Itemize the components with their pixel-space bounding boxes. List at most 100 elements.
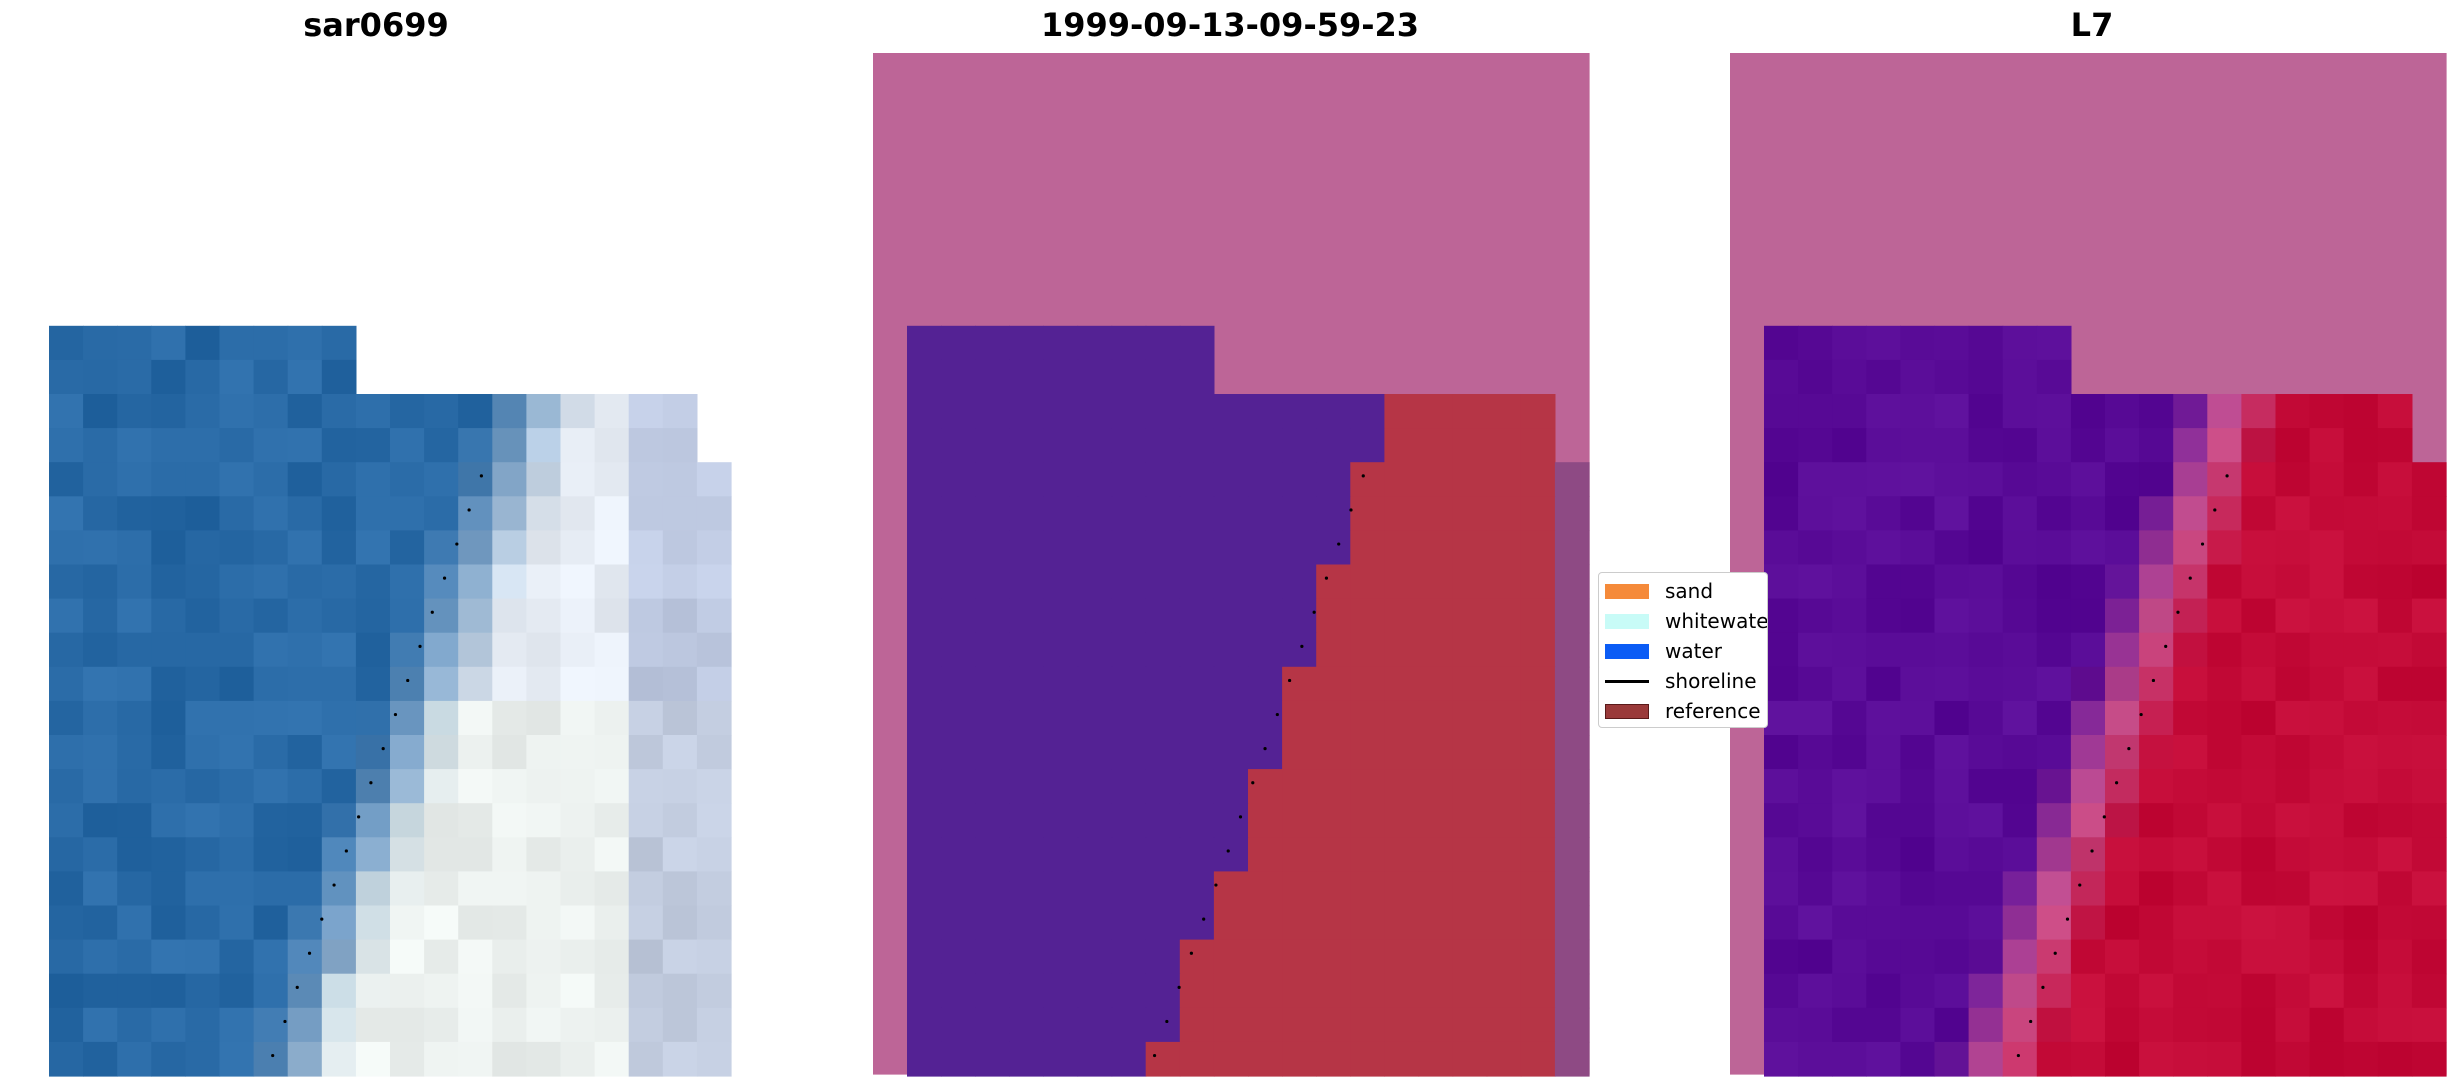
image-pixel bbox=[151, 496, 186, 531]
image-pixel bbox=[696, 803, 732, 838]
image-pixel bbox=[458, 462, 493, 497]
class-pixel bbox=[1418, 973, 1454, 1009]
image-pixel bbox=[321, 700, 357, 736]
image-pixel bbox=[321, 1007, 357, 1043]
class-pixel bbox=[1248, 837, 1283, 872]
class-pixel bbox=[1179, 1041, 1215, 1077]
class-pixel bbox=[1145, 359, 1181, 395]
class-pixel bbox=[1486, 496, 1522, 531]
probability-pixel bbox=[1798, 359, 1833, 395]
image-pixel bbox=[219, 871, 255, 907]
class-pixel bbox=[1520, 769, 1556, 804]
image-pixel bbox=[594, 496, 630, 531]
probability-pixel bbox=[2105, 462, 2140, 497]
class-pixel bbox=[1486, 394, 1522, 429]
probability-pixel bbox=[2173, 1041, 2208, 1077]
probability-pixel bbox=[1798, 939, 1833, 975]
probability-pixel bbox=[2207, 769, 2242, 804]
probability-pixel bbox=[2207, 530, 2242, 566]
class-pixel bbox=[1145, 666, 1181, 702]
image-pixel bbox=[117, 530, 152, 566]
probability-pixel bbox=[2275, 598, 2311, 634]
probability-pixel bbox=[2343, 496, 2379, 531]
image-pixel bbox=[185, 632, 221, 668]
class-pixel bbox=[1043, 700, 1079, 736]
probability-pixel bbox=[1968, 973, 2004, 1009]
image-pixel bbox=[560, 837, 596, 872]
class-pixel bbox=[975, 939, 1010, 975]
image-pixel bbox=[219, 700, 255, 736]
image-pixel bbox=[117, 1007, 152, 1043]
probability-pixel bbox=[1764, 359, 1799, 395]
image-pixel bbox=[49, 1007, 84, 1043]
shoreline-point bbox=[2164, 644, 2168, 648]
image-pixel bbox=[662, 1041, 698, 1077]
probability-pixel bbox=[2002, 837, 2038, 872]
image-pixel bbox=[594, 462, 630, 497]
image-pixel bbox=[321, 939, 357, 975]
image-pixel bbox=[458, 496, 493, 531]
image-pixel bbox=[49, 530, 84, 566]
class-pixel bbox=[1282, 735, 1317, 770]
probability-pixel bbox=[2070, 871, 2106, 907]
probability-pixel bbox=[2105, 700, 2140, 736]
image-pixel bbox=[49, 939, 84, 975]
class-pixel bbox=[975, 700, 1010, 736]
image-pixel bbox=[594, 1041, 630, 1077]
class-pixel bbox=[975, 428, 1010, 463]
class-pixel bbox=[941, 428, 976, 463]
probability-pixel bbox=[2309, 632, 2345, 668]
legend-label-reference: reference bbox=[1665, 699, 1761, 723]
probability-pixel bbox=[2105, 1007, 2140, 1043]
image-pixel bbox=[390, 837, 425, 872]
image-pixel bbox=[117, 939, 152, 975]
probability-pixel bbox=[2411, 598, 2447, 634]
image-pixel bbox=[253, 939, 289, 975]
class-pixel bbox=[975, 735, 1010, 770]
probability-pixel bbox=[1764, 428, 1799, 463]
probability-pixel bbox=[2139, 905, 2174, 941]
class-pixel bbox=[941, 462, 976, 497]
shoreline-point bbox=[381, 747, 385, 751]
class-pixel bbox=[907, 837, 942, 872]
shoreline-point bbox=[1189, 951, 1193, 955]
probability-pixel bbox=[2241, 803, 2277, 838]
image-pixel bbox=[492, 428, 527, 463]
class-pixel bbox=[1350, 735, 1385, 770]
image-pixel bbox=[390, 939, 425, 975]
class-pixel bbox=[1282, 462, 1317, 497]
class-pixel bbox=[1452, 735, 1488, 770]
probability-pixel bbox=[1798, 735, 1833, 770]
class-pixel bbox=[1179, 973, 1215, 1009]
class-pixel bbox=[1418, 735, 1454, 770]
image-pixel bbox=[458, 666, 493, 702]
class-pixel bbox=[1282, 496, 1317, 531]
image-pixel bbox=[458, 428, 493, 463]
image-pixel bbox=[185, 973, 221, 1009]
image-pixel bbox=[560, 700, 596, 736]
image-pixel bbox=[662, 462, 698, 497]
probability-pixel bbox=[1798, 1007, 1833, 1043]
probability-pixel bbox=[2241, 735, 2277, 770]
image-pixel bbox=[492, 564, 527, 600]
shoreline-point bbox=[2139, 712, 2143, 717]
water-swatch bbox=[1605, 643, 1649, 659]
class-pixel bbox=[1316, 394, 1351, 429]
image-pixel bbox=[492, 769, 527, 804]
probability-pixel bbox=[2241, 905, 2277, 941]
class-pixel bbox=[941, 598, 976, 634]
class-pixel bbox=[1350, 666, 1385, 702]
probability-pixel bbox=[2173, 905, 2208, 941]
probability-pixel bbox=[1832, 359, 1867, 395]
image-pixel bbox=[219, 564, 255, 600]
shoreline-point bbox=[1263, 747, 1267, 751]
image-pixel bbox=[628, 803, 664, 838]
class-pixel bbox=[1384, 905, 1420, 941]
image-pixel bbox=[253, 700, 289, 736]
image-pixel bbox=[49, 496, 84, 531]
image-pixel bbox=[526, 1007, 562, 1043]
class-pixel bbox=[1350, 1041, 1385, 1077]
image-pixel bbox=[253, 1007, 289, 1043]
image-pixel bbox=[49, 1041, 84, 1077]
image-pixel bbox=[83, 632, 118, 668]
